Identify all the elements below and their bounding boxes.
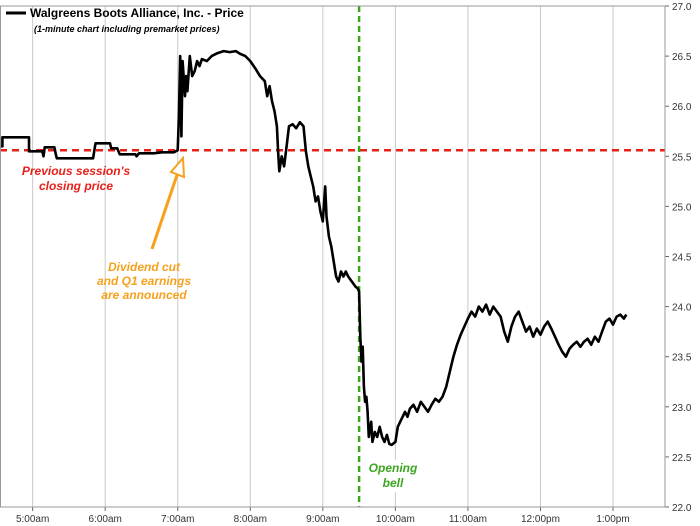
x-tick-label-7: 12:00pm (521, 514, 560, 525)
x-tick-label-4: 9:00am (306, 514, 339, 525)
legend: Walgreens Boots Alliance, Inc. - Price (… (6, 6, 244, 34)
annotation-dividend: Dividend cut and Q1 earnings are announc… (97, 155, 191, 302)
annotation-opening-bell: Opening bell (366, 460, 420, 492)
opening-bell-line-1: Opening (369, 461, 418, 475)
opening-bell-label-bg (366, 460, 420, 492)
x-tick-label-5: 10:00am (376, 514, 415, 525)
y-tick-label-10: 27.0 (672, 2, 692, 13)
y-tick-label-5: 24.5 (672, 253, 692, 264)
dividend-arrow-head (169, 155, 186, 179)
series-group (0, 49, 628, 447)
y-tick-label-4: 24.0 (672, 303, 692, 314)
chart-subtitle: (1-minute chart including premarket pric… (34, 24, 220, 34)
x-tick-label-1: 6:00am (89, 514, 122, 525)
y-tick-label-7: 25.5 (672, 152, 692, 163)
dividend-line-2: and Q1 earnings (97, 274, 191, 288)
prev-close-line-2: closing price (39, 179, 113, 193)
opening-bell-line-2: bell (383, 476, 404, 490)
y-tick-label-3: 23.5 (672, 353, 692, 364)
y-tick-label-1: 22.5 (672, 453, 692, 464)
x-tick-label-6: 11:00am (449, 514, 487, 525)
y-tick-label-6: 25.0 (672, 202, 692, 213)
y-tick-label-9: 26.5 (672, 52, 692, 63)
price-line (0, 49, 628, 447)
dividend-arrow-shaft (150, 174, 179, 250)
annotation-prev-close: Previous session's closing price (22, 164, 131, 193)
dividend-line-3: are announced (101, 288, 187, 302)
y-tick-label-0: 22.0 (672, 503, 692, 514)
dividend-line-1: Dividend cut (108, 260, 181, 274)
legend-label: Walgreens Boots Alliance, Inc. - Price (30, 6, 244, 20)
plot-border (0, 5, 666, 508)
plot-frame (0, 5, 666, 508)
y-axis-ticks: 22.0 22.5 23.0 23.5 24.0 24.5 25.0 25.5 26.0 26.5… (665, 2, 692, 514)
x-tick-label-2: 7:00am (161, 514, 194, 525)
x-tick-label-0: 5:00am (16, 514, 49, 525)
reference-lines (0, 6, 665, 507)
x-tick-label-8: 1:00pm (596, 514, 629, 525)
vertical-gridlines (32, 6, 614, 507)
y-tick-label-8: 26.0 (672, 102, 692, 113)
x-axis-ticks: 5:00am 6:00am 7:00am 8:00am 9:00am 10:00am 11:… (16, 507, 630, 525)
y-tick-label-2: 23.0 (672, 403, 692, 414)
prev-close-line-1: Previous session's (22, 164, 131, 178)
x-tick-label-3: 8:00am (234, 514, 267, 525)
